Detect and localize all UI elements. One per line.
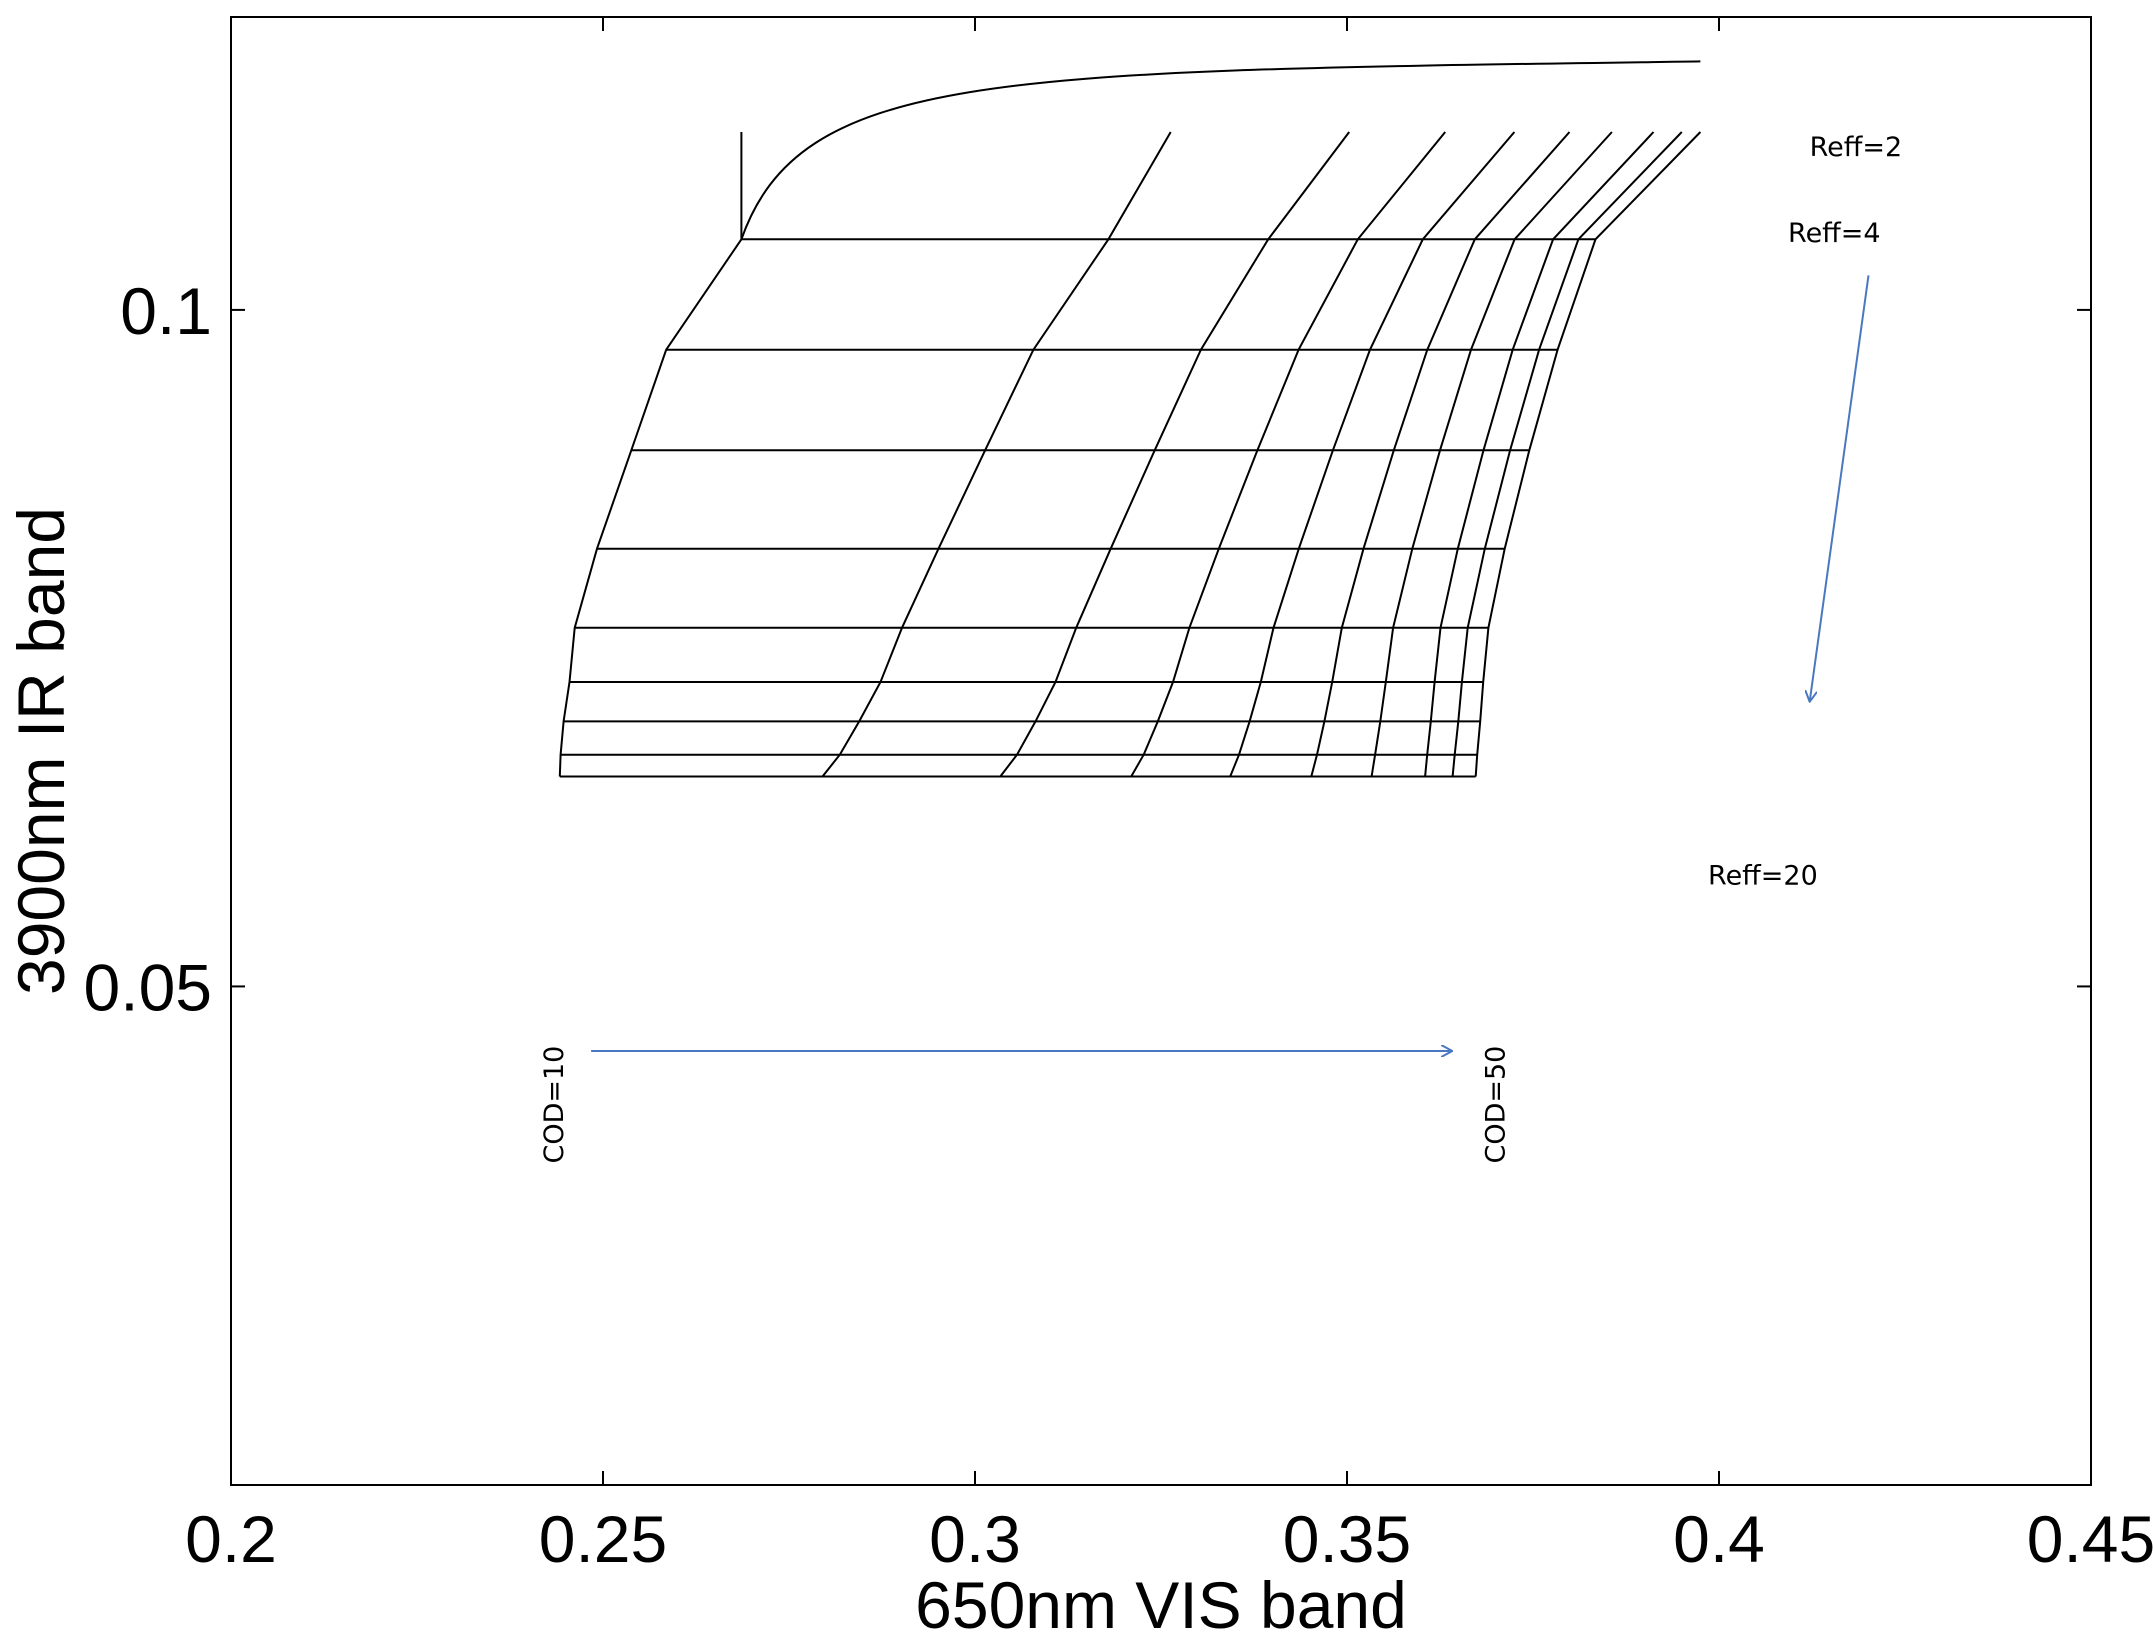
lut-grid-lines [558,60,1702,778]
reff-arrow [1810,275,1870,700]
y-tick-label: 0.05 [84,950,212,1024]
annotation-label: COD=50 [1481,1046,1512,1164]
cod-grid-line [1229,131,1516,777]
annotation-label: Reff=2 [1810,132,1903,163]
annotations: Reff=2 Reff=4 Reff=20 COD=10 COD=50 [539,132,1902,1164]
cod-grid-line [821,131,1172,778]
cod-grid-line [1310,131,1571,777]
y-tick-label: 0.1 [120,274,212,348]
cod-grid-line [1424,131,1655,777]
reff-top-boundary [740,60,1701,240]
cod-grid-line [558,132,743,777]
x-tick-label: 0.45 [2027,1502,2153,1576]
annotation-label: Reff=4 [1788,218,1881,249]
plot-frame [230,16,2092,1486]
x-tick-label: 0.2 [185,1502,277,1576]
cod-grid-line [999,131,1350,778]
cod-grid-line [1370,131,1613,777]
annotation-label: Reff=20 [1708,861,1818,892]
y-axis-label: 3900nm IR band [4,507,78,995]
x-tick-label: 0.3 [929,1502,1021,1576]
x-tick-label: 0.4 [1673,1502,1765,1576]
x-tick-label: 0.35 [1283,1502,1411,1576]
x-axis-label: 650nm VIS band [915,1568,1407,1642]
x-tick-label: 0.25 [539,1502,667,1576]
annotation-label: COD=10 [539,1046,570,1164]
cod-grid-line [1474,131,1702,777]
annotation-arrows [591,275,1870,1051]
axis-ticks: 0.2 0.25 0.3 0.35 0.4 0.45 0.05 0.1 [84,17,2153,1576]
cod-grid-line [1451,131,1683,777]
cod-grid-line [1130,131,1446,777]
